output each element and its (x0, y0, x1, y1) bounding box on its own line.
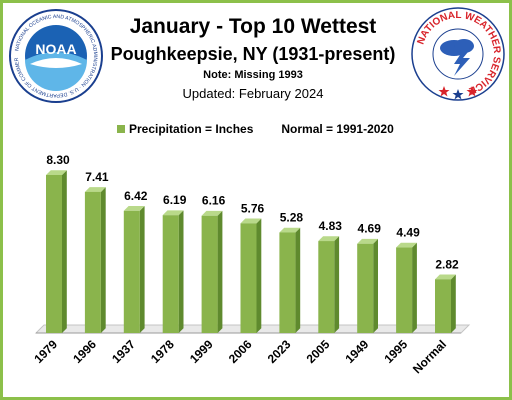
noaa-logo: NATIONAL OCEANIC AND ATMOSPHERIC ADMINIS… (8, 8, 103, 103)
bar-side (412, 242, 417, 333)
x-tick-label: 1978 (148, 337, 177, 366)
legend: Precipitation = Inches Normal = 1991-2020 (117, 122, 394, 136)
bar (162, 215, 179, 333)
bar-side (334, 236, 340, 333)
bar-top (123, 205, 145, 211)
chart-subtitle: Poughkeepsie, NY (1931-present) (110, 44, 396, 64)
bar (357, 243, 374, 333)
bar-top (435, 274, 456, 280)
bar (46, 175, 62, 333)
bar (201, 215, 218, 333)
x-tick-label: 2006 (226, 337, 255, 366)
legend-series-label: Precipitation = Inches (129, 122, 254, 136)
bar-top (279, 227, 301, 233)
data-label: 6.42 (124, 189, 148, 203)
bar-side (100, 187, 106, 333)
data-label: 6.16 (202, 194, 226, 208)
bar-top (46, 170, 67, 175)
data-label: 4.69 (358, 222, 382, 236)
noaa-logo-text: NOAA (35, 41, 76, 57)
bar (279, 232, 296, 333)
data-label: 2.82 (435, 257, 459, 271)
bar-side (295, 227, 301, 333)
x-tick-label: 1979 (31, 337, 60, 366)
bar-top (84, 187, 106, 192)
x-tick-label: 1999 (187, 337, 216, 366)
chart-note: Note: Missing 1993 (203, 69, 303, 81)
bar-top (162, 210, 184, 216)
legend-normal-label: Normal = 1991-2020 (281, 122, 394, 136)
bar (123, 210, 140, 333)
x-tick-label: 2005 (304, 337, 333, 366)
x-tick-label: 2023 (265, 337, 294, 366)
bar-top (396, 242, 417, 248)
bar-side (373, 238, 378, 333)
nws-logo: NATIONAL WEATHER SERVICE (411, 7, 505, 101)
bar (84, 191, 101, 333)
bar-side (217, 210, 223, 333)
data-label: 8.30 (46, 153, 70, 167)
chart-title: January - Top 10 Wettest (129, 15, 377, 38)
bar-top (240, 218, 262, 224)
bar-top (318, 236, 340, 242)
data-label: 4.49 (396, 226, 420, 240)
x-tick-label: 1949 (343, 337, 372, 366)
x-tick-label: 1995 (381, 337, 410, 366)
data-label: 7.41 (85, 170, 109, 184)
bar-side (256, 218, 262, 333)
bar-top (201, 210, 223, 216)
updated-date: Updated: February 2024 (182, 86, 324, 101)
legend-swatch (117, 125, 125, 133)
bar-side (139, 205, 145, 333)
data-label: 6.19 (163, 193, 187, 207)
bar (240, 223, 257, 333)
bar (435, 279, 451, 333)
bar-side (178, 210, 184, 333)
data-label: 4.83 (319, 219, 343, 233)
data-label: 5.76 (241, 201, 265, 215)
data-label: 5.28 (280, 210, 304, 224)
x-tick-label: 1996 (70, 337, 99, 366)
x-tick-label: 1937 (109, 337, 138, 366)
bar-side (62, 170, 67, 333)
bar-side (451, 274, 456, 333)
bar (318, 241, 335, 333)
bar-top (357, 238, 378, 244)
bar (396, 247, 413, 333)
x-tick-label: Normal (410, 337, 449, 376)
